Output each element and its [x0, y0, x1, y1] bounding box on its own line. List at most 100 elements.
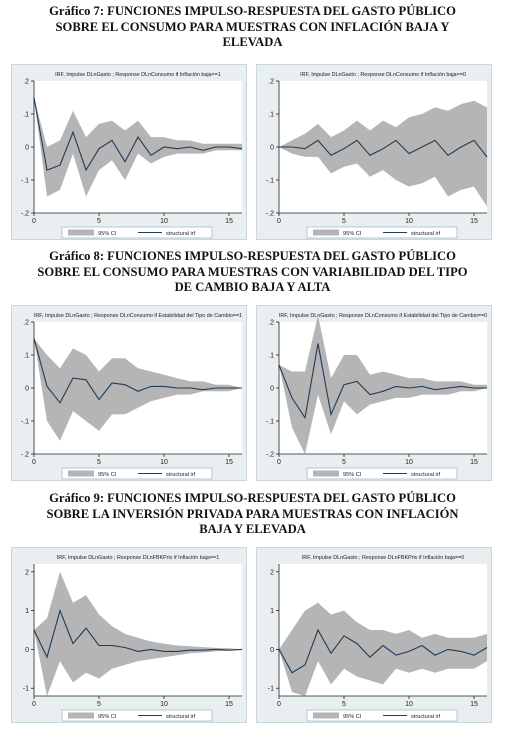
legend-ci-swatch: [68, 470, 94, 477]
x-tick-label: 15: [225, 701, 233, 708]
chart-svg: IRF, Impulse DLnGasto ; Response DLnCons…: [21, 313, 242, 480]
chart-panel-8-left: IRF, Impulse DLnGasto ; Response DLnCons…: [11, 305, 247, 481]
legend-box: [306, 226, 458, 239]
legend: 95% CI structural irf: [61, 709, 213, 722]
y-tick-label: -.1: [266, 178, 274, 185]
irf-line: [278, 343, 487, 420]
x-tick-label: 0: [32, 459, 36, 466]
title-line: SOBRE EL CONSUMO PARA MUESTRAS CON VARIA…: [37, 264, 468, 279]
section-title-grafico-8: Gráfico 8: FUNCIONES IMPULSO-RESPUESTA D…: [6, 249, 499, 296]
x-tick-label: 5: [342, 218, 346, 225]
legend-ci-swatch: [68, 712, 94, 719]
legend-line-label: structural irf: [411, 714, 441, 720]
chart-svg: IRF, Impulse DLnGasto ; Response DLnFBKP…: [268, 555, 488, 722]
ci-band: [34, 338, 242, 441]
chart-panel-7-left: IRF, Impulse DLnGasto ; Response DLnCons…: [11, 64, 247, 240]
chart-subtitle: IRF, Impulse DLnGasto ; Response DLnCons…: [279, 313, 487, 319]
legend-ci-label: 95% CI: [98, 231, 117, 237]
y-tick-label: .2: [268, 79, 274, 86]
ci-band: [279, 100, 487, 207]
legend-ci-label: 95% CI: [343, 231, 362, 237]
ci-band: [34, 97, 242, 197]
legend-line-label: structural irf: [166, 714, 196, 720]
x-tick-label: 15: [225, 459, 233, 466]
x-tick-label: 0: [32, 701, 36, 708]
title-line: Gráfico 9: FUNCIONES IMPULSO-RESPUESTA D…: [49, 491, 456, 505]
y-tick-label: 0: [270, 647, 274, 654]
chart-subtitle: IRF, Impulse DLnGasto ; Response DLnCons…: [34, 313, 242, 319]
x-tick-label: 5: [342, 459, 346, 466]
title-line: Gráfico 8: FUNCIONES IMPULSO-RESPUESTA D…: [49, 249, 456, 263]
irf-line: [278, 628, 488, 674]
chart-panel-9-left: IRF, Impulse DLnGasto ; Response DLnFBKP…: [11, 547, 247, 723]
chart-subtitle: IRF, Impulse DLnGasto ; Response DLnFBKP…: [302, 555, 464, 561]
irf-line: [33, 338, 242, 404]
x-tick-label: 10: [160, 459, 168, 466]
x-tick-label: 15: [470, 459, 478, 466]
y-tick-label: .2: [268, 320, 274, 327]
legend-line-label: structural irf: [411, 472, 441, 478]
title-line: SOBRE LA INVERSIÓN PRIVADA PARA MUESTRAS…: [46, 506, 459, 521]
ci-band: [279, 315, 487, 454]
irf-line: [33, 608, 243, 659]
legend-ci-swatch: [313, 712, 339, 719]
legend-box: [61, 226, 213, 239]
y-tick-label: -.2: [21, 452, 29, 459]
y-tick-label: -1: [268, 686, 274, 693]
chart-svg: IRF, Impulse DLnGasto ; Response DLnCons…: [266, 72, 488, 239]
y-tick-label: .2: [23, 320, 29, 327]
y-tick-label: -.1: [21, 178, 29, 185]
legend-ci-swatch: [313, 229, 339, 236]
legend-ci-label: 95% CI: [98, 714, 117, 720]
x-tick-label: 15: [470, 218, 478, 225]
y-tick-label: -.1: [21, 419, 29, 426]
legend-ci-label: 95% CI: [343, 714, 362, 720]
y-tick-label: 0: [25, 647, 29, 654]
legend-ci-swatch: [68, 229, 94, 236]
irf-line: [279, 139, 488, 158]
chart-subtitle: IRF, Impulse DLnGasto ; Response DLnCons…: [55, 72, 221, 78]
legend: 95% CI structural irf: [61, 467, 213, 480]
y-tick-label: 2: [270, 569, 274, 576]
y-tick-label: .1: [268, 112, 274, 119]
title-line: SOBRE EL CONSUMO PARA MUESTRAS CON INFLA…: [55, 19, 450, 34]
y-tick-label: 0: [25, 145, 29, 152]
y-tick-label: 0: [270, 386, 274, 393]
y-tick-label: -.1: [266, 419, 274, 426]
x-tick-label: 15: [225, 218, 233, 225]
section-title-grafico-7: Gráfico 7: FUNCIONES IMPULSO-RESPUESTA D…: [6, 4, 499, 51]
chart-panel-9-right: IRF, Impulse DLnGasto ; Response DLnFBKP…: [256, 547, 492, 723]
y-tick-label: 1: [25, 608, 29, 615]
section-title-grafico-9: Gráfico 9: FUNCIONES IMPULSO-RESPUESTA D…: [6, 491, 499, 538]
y-tick-label: .1: [268, 353, 274, 360]
chart-subtitle: IRF, Impulse DLnGasto ; Response DLnCons…: [300, 72, 466, 78]
irf-line: [33, 97, 243, 172]
chart-panel-8-right: IRF, Impulse DLnGasto ; Response DLnCons…: [256, 305, 492, 481]
legend-line-label: structural irf: [166, 231, 196, 237]
y-tick-label: -1: [23, 686, 29, 693]
legend-line-label: structural irf: [411, 231, 441, 237]
x-tick-label: 0: [277, 218, 281, 225]
x-tick-label: 0: [277, 459, 281, 466]
x-tick-label: 10: [160, 701, 168, 708]
legend: 95% CI structural irf: [306, 226, 458, 239]
title-line: Gráfico 7: FUNCIONES IMPULSO-RESPUESTA D…: [49, 4, 456, 18]
legend: 95% CI structural irf: [306, 467, 458, 480]
chart-svg: IRF, Impulse DLnGasto ; Response DLnFBKP…: [23, 555, 243, 722]
title-line: BAJA Y ELEVADA: [199, 522, 306, 536]
y-tick-label: -.2: [266, 452, 274, 459]
legend-box: [61, 467, 213, 480]
x-tick-label: 10: [160, 218, 168, 225]
legend-box: [61, 709, 213, 722]
ci-band: [34, 571, 242, 696]
x-tick-label: 10: [405, 218, 413, 225]
y-tick-label: 0: [25, 386, 29, 393]
legend: 95% CI structural irf: [306, 709, 458, 722]
chart-svg: IRF, Impulse DLnGasto ; Response DLnCons…: [21, 72, 243, 239]
legend-ci-label: 95% CI: [98, 472, 117, 478]
legend: 95% CI structural irf: [61, 226, 213, 239]
chart-panel-7-right: IRF, Impulse DLnGasto ; Response DLnCons…: [256, 64, 492, 240]
x-tick-label: 0: [277, 701, 281, 708]
x-tick-label: 15: [470, 701, 478, 708]
x-tick-label: 0: [32, 218, 36, 225]
